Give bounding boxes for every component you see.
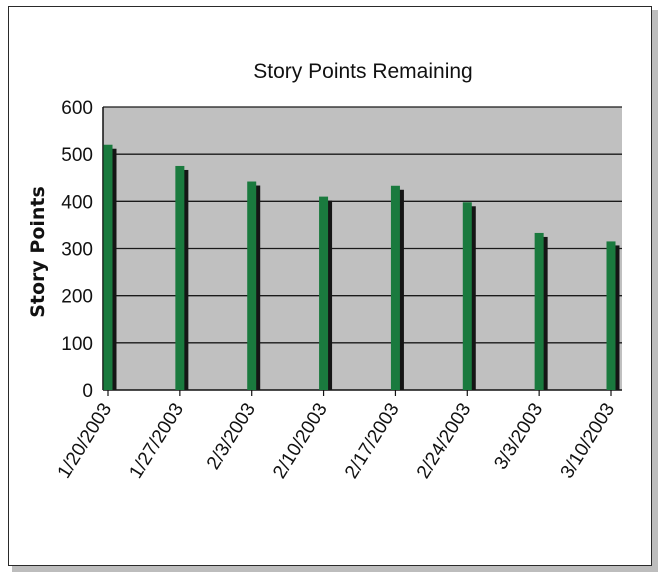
plot-area: 0 100 200 300 400 500 600 1/20/2003 1/27/2003 2/3… [54,98,622,482]
x-tick-label: 2/10/2003 [269,400,332,483]
x-tick-label: 3/3/2003 [490,400,547,474]
y-tick-label: 600 [61,98,93,119]
bar [103,144,113,390]
bar [390,185,400,390]
y-tick-label: 0 [82,381,93,402]
y-tick-label: 500 [61,145,93,166]
bar [247,181,257,390]
bar [606,241,616,390]
x-tick-label: 3/10/2003 [557,400,620,483]
y-tick-label: 200 [61,287,93,308]
bar [319,196,329,390]
bar [462,202,472,390]
chart-title: Story Points Remaining [253,60,472,83]
x-tick-label: 2/3/2003 [203,400,260,474]
bar [534,232,544,390]
bar [175,165,185,390]
x-tick-label: 1/20/2003 [54,400,117,483]
y-axis-label: Story Points [27,186,49,318]
y-tick-label: 100 [61,334,93,355]
x-tick-label: 1/27/2003 [125,400,188,483]
x-tick-label: 2/17/2003 [341,400,404,483]
y-tick-label: 300 [61,240,93,261]
x-tick-label: 2/24/2003 [413,400,476,483]
y-tick-label: 400 [61,192,93,213]
